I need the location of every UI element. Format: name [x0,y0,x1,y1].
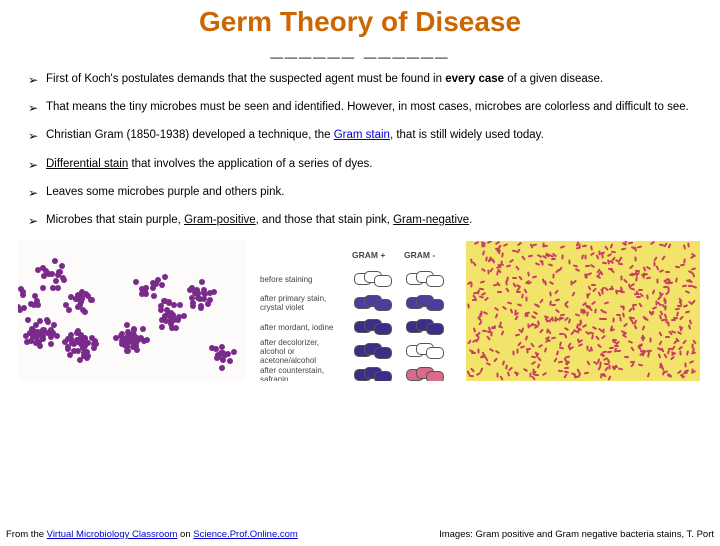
gram-positive-image [18,241,246,381]
footer-right: Images: Gram positive and Gram negative … [439,529,714,540]
text-underline: Differential stain [46,158,128,170]
bullet-item: ➢ That means the tiny microbes must be s… [28,100,700,116]
text-fragment: . [469,214,472,226]
page-subtitle: ______ ______ [0,36,720,62]
bullet-arrow-icon: ➢ [28,72,46,88]
images-row: before stainingafter primary stain, crys… [0,241,720,381]
bullet-text: That means the tiny microbes must be see… [46,100,700,116]
bullet-text: Microbes that stain purple, Gram-positiv… [46,213,700,229]
bullet-text: Differential stain that involves the app… [46,157,700,173]
bullet-item: ➢ Leaves some microbes purple and others… [28,185,700,201]
bullet-arrow-icon: ➢ [28,213,46,229]
bullet-item: ➢ Christian Gram (1850-1938) developed a… [28,128,700,144]
gram-stain-link[interactable]: Gram stain [334,129,390,141]
bullet-item: ➢ Microbes that stain purple, Gram-posit… [28,213,700,229]
text-fragment: , and those that stain pink, [256,214,393,226]
bullet-arrow-icon: ➢ [28,185,46,201]
text-fragment: of a given disease. [504,73,603,85]
bullet-arrow-icon: ➢ [28,100,46,116]
bullet-arrow-icon: ➢ [28,128,46,144]
science-prof-link[interactable]: Science.Prof.Online.com [193,529,298,540]
text-bold: every case [445,73,504,85]
text-fragment: First of Koch's postulates demands that … [46,73,445,85]
bullet-text: Leaves some microbes purple and others p… [46,185,700,201]
text-fragment: Christian Gram (1850-1938) developed a t… [46,129,334,141]
text-fragment: From the [6,529,47,540]
bullet-text: Christian Gram (1850-1938) developed a t… [46,128,700,144]
footer: From the Virtual Microbiology Classroom … [0,529,720,540]
text-underline: Gram-negative [393,214,469,226]
text-fragment: Microbes that stain purple, [46,214,184,226]
bullet-item: ➢ Differential stain that involves the a… [28,157,700,173]
diagram-gram-neg-col: GRAM - [404,245,450,381]
gram-negative-image [466,241,700,381]
footer-left: From the Virtual Microbiology Classroom … [6,529,298,540]
bullet-arrow-icon: ➢ [28,157,46,173]
text-underline: Gram-positive [184,214,256,226]
virtual-classroom-link[interactable]: Virtual Microbiology Classroom [47,529,178,540]
gram-stain-diagram: before stainingafter primary stain, crys… [256,241,456,381]
text-fragment: that involves the application of a serie… [128,158,372,170]
bullet-text: First of Koch's postulates demands that … [46,72,700,88]
text-fragment: , that is still widely used today. [390,129,544,141]
bullet-list: ➢ First of Koch's postulates demands tha… [0,72,720,229]
diagram-labels-col: before stainingafter primary stain, crys… [260,245,346,381]
page-title: Germ Theory of Disease [0,6,720,38]
diagram-gram-pos-col: GRAM + [352,245,398,381]
bullet-item: ➢ First of Koch's postulates demands tha… [28,72,700,88]
text-fragment: on [177,529,193,540]
